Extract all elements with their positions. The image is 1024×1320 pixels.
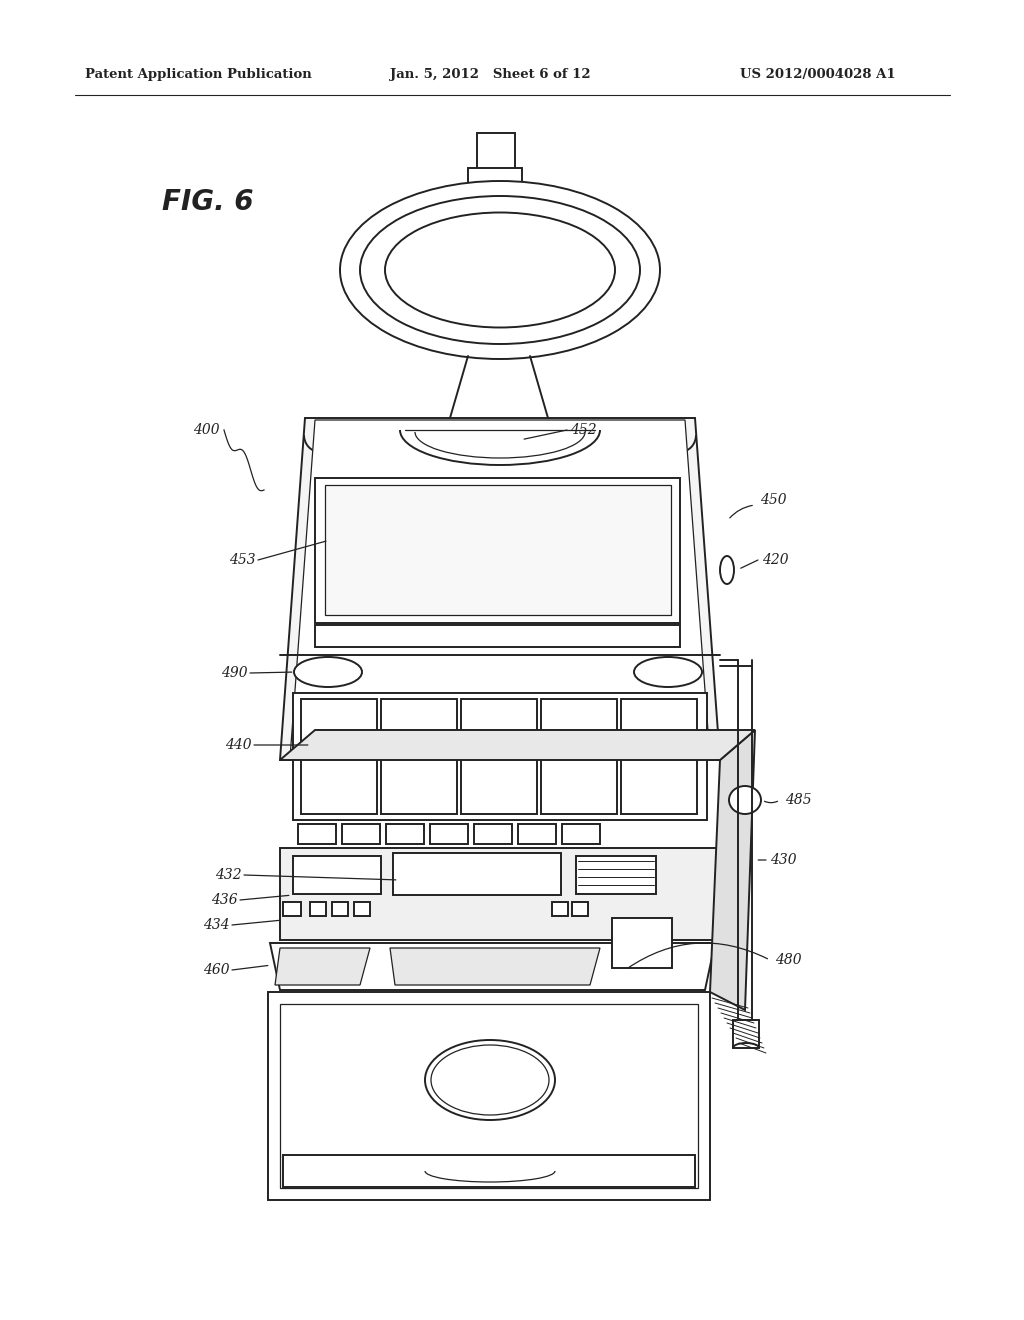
Text: 450: 450 xyxy=(760,492,786,507)
Text: 480: 480 xyxy=(775,953,802,968)
Bar xyxy=(381,700,457,814)
Polygon shape xyxy=(290,420,710,758)
Bar xyxy=(386,824,424,843)
Text: 436: 436 xyxy=(211,894,238,907)
Bar xyxy=(315,478,680,623)
Text: 453: 453 xyxy=(229,553,256,568)
Ellipse shape xyxy=(425,1040,555,1119)
Ellipse shape xyxy=(385,213,615,327)
Ellipse shape xyxy=(634,657,702,686)
Bar xyxy=(541,700,617,814)
Text: 432: 432 xyxy=(215,869,242,882)
Bar xyxy=(301,700,377,814)
Bar xyxy=(518,824,556,843)
Polygon shape xyxy=(710,730,755,1010)
Text: 430: 430 xyxy=(770,853,797,867)
Bar xyxy=(575,855,656,894)
Bar xyxy=(468,168,522,187)
Bar xyxy=(342,824,380,843)
Ellipse shape xyxy=(431,1045,549,1115)
Bar xyxy=(280,1005,698,1188)
Bar xyxy=(552,902,568,916)
Polygon shape xyxy=(280,418,720,760)
Bar xyxy=(283,1155,695,1187)
Text: 420: 420 xyxy=(762,553,788,568)
Bar xyxy=(298,824,336,843)
Polygon shape xyxy=(270,942,715,990)
Ellipse shape xyxy=(340,181,660,359)
Text: 485: 485 xyxy=(785,793,812,807)
Bar xyxy=(268,993,710,1200)
Bar xyxy=(477,133,515,172)
Bar xyxy=(461,700,537,814)
Bar xyxy=(612,917,672,968)
Bar xyxy=(430,824,468,843)
Polygon shape xyxy=(275,948,370,985)
Bar xyxy=(474,824,512,843)
Polygon shape xyxy=(280,730,755,760)
Bar xyxy=(332,902,348,916)
Bar xyxy=(310,902,326,916)
Bar xyxy=(733,1020,759,1048)
Bar xyxy=(572,902,588,916)
Ellipse shape xyxy=(720,556,734,583)
Text: Jan. 5, 2012   Sheet 6 of 12: Jan. 5, 2012 Sheet 6 of 12 xyxy=(390,69,591,81)
Text: 440: 440 xyxy=(225,738,252,752)
Text: 490: 490 xyxy=(221,667,248,680)
Bar xyxy=(293,855,381,894)
Bar xyxy=(293,693,707,820)
Bar xyxy=(562,824,600,843)
Ellipse shape xyxy=(294,657,362,686)
Polygon shape xyxy=(390,948,600,985)
Bar xyxy=(315,624,680,647)
Ellipse shape xyxy=(729,785,761,814)
Bar xyxy=(621,700,697,814)
Bar xyxy=(325,484,671,615)
Bar xyxy=(354,902,370,916)
Bar xyxy=(393,853,561,895)
Text: 460: 460 xyxy=(204,964,230,977)
Text: Patent Application Publication: Patent Application Publication xyxy=(85,69,311,81)
Text: 434: 434 xyxy=(204,917,230,932)
Bar xyxy=(280,847,720,940)
Text: 452: 452 xyxy=(570,422,597,437)
Ellipse shape xyxy=(360,195,640,345)
Text: 400: 400 xyxy=(194,422,220,437)
Text: US 2012/0004028 A1: US 2012/0004028 A1 xyxy=(740,69,896,81)
Bar xyxy=(283,902,301,916)
Text: FIG. 6: FIG. 6 xyxy=(162,187,254,216)
